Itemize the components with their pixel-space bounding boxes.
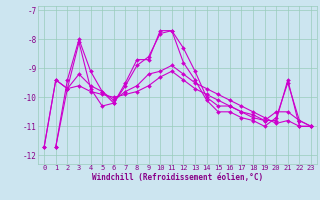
X-axis label: Windchill (Refroidissement éolien,°C): Windchill (Refroidissement éolien,°C) — [92, 173, 263, 182]
